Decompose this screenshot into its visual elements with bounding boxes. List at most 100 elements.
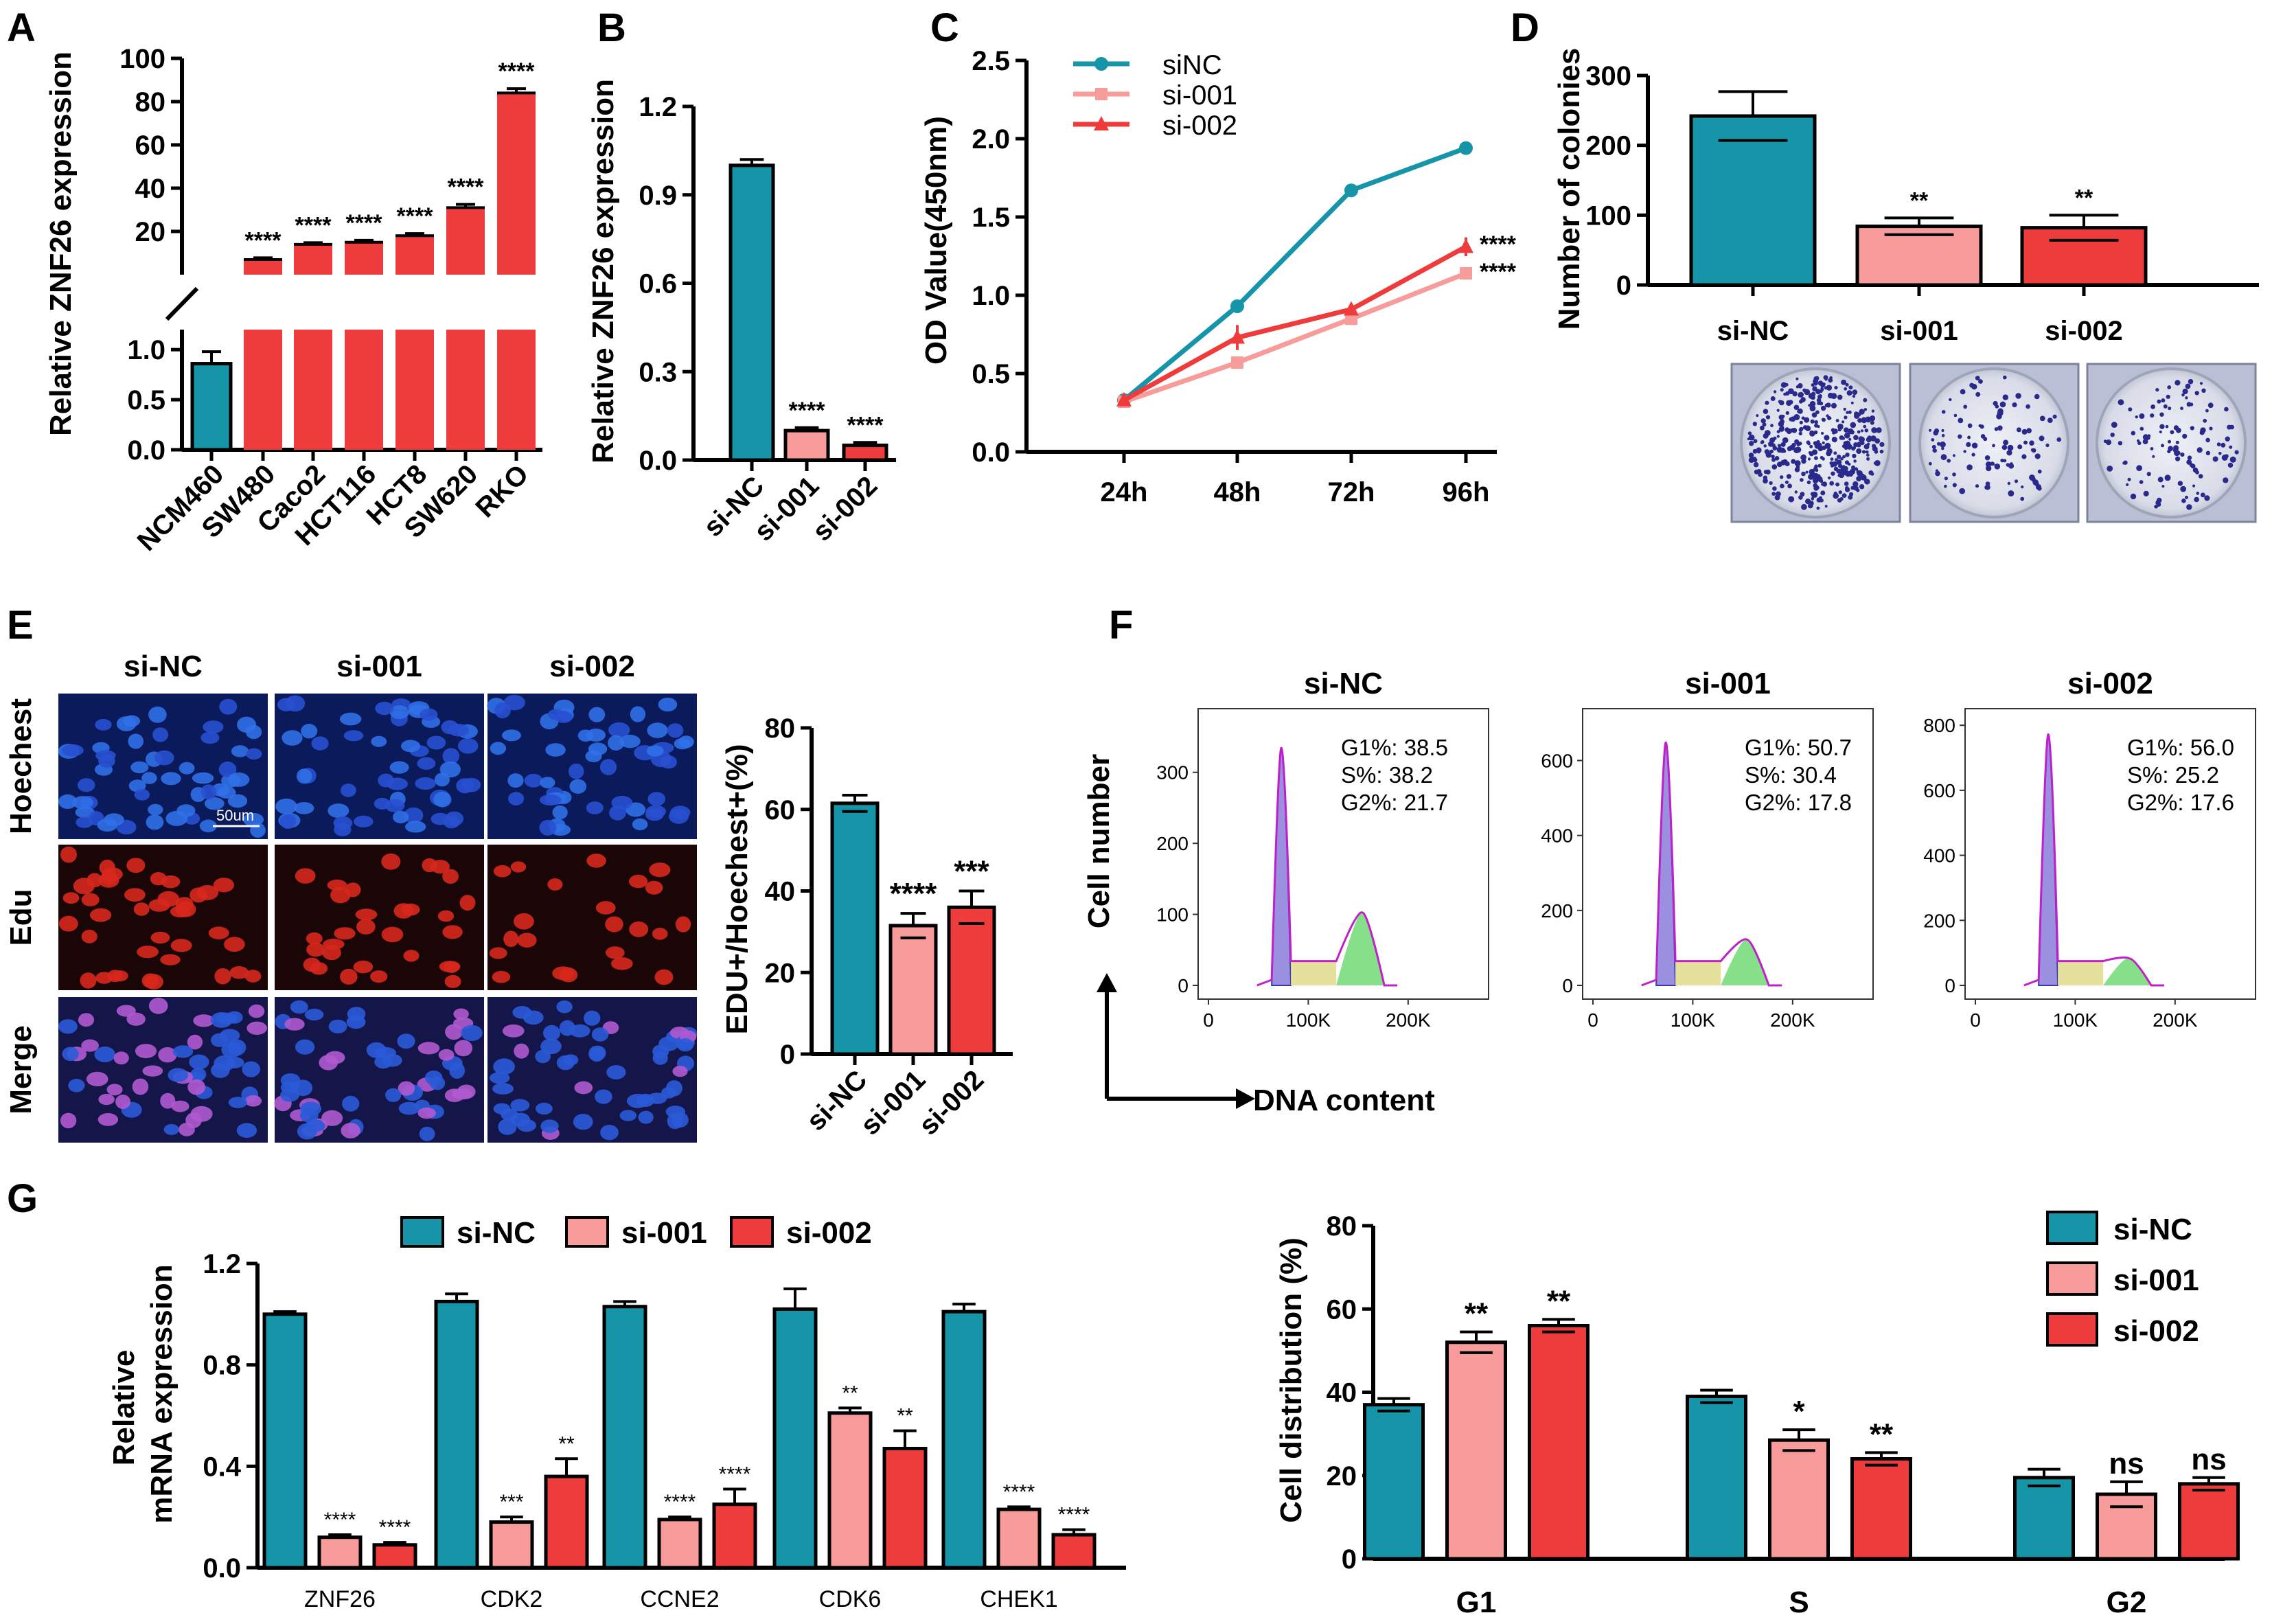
colony-dot <box>1807 457 1811 461</box>
colony-dot <box>2190 426 2194 431</box>
colony-dot <box>1807 442 1811 446</box>
nucleus <box>459 895 476 911</box>
nucleus <box>540 1119 559 1133</box>
colony-dot <box>1820 387 1824 390</box>
nucleus <box>605 946 625 959</box>
nucleus <box>236 1123 257 1138</box>
colony-dot <box>2130 493 2137 500</box>
nucleus <box>296 768 312 784</box>
nucleus <box>461 1025 483 1042</box>
colony-dot <box>2170 430 2175 435</box>
colony-dot <box>2020 496 2025 501</box>
colony-dot <box>1765 415 1771 420</box>
colony-dot <box>2045 443 2050 448</box>
colony-dot <box>1813 466 1818 471</box>
colony-dot <box>1794 439 1800 444</box>
colony-dot <box>1833 451 1837 455</box>
panel-g-right-ytick-label: 0 <box>1342 1544 1357 1575</box>
nucleus <box>199 819 217 833</box>
panel-d-colony-images <box>1730 363 2257 523</box>
colony-dot <box>1817 464 1822 468</box>
nucleus <box>397 1033 415 1049</box>
colony-dot <box>2161 485 2165 488</box>
colony-dot <box>2007 444 2014 451</box>
panel-g-bar-CCNE2-si-002 <box>712 1502 757 1570</box>
panel-g: 0.00.40.81.2**** ****ZNF26*****CDK2******… <box>203 1216 1126 1612</box>
colony-dot <box>1844 427 1849 433</box>
colony-dot <box>1848 410 1852 414</box>
colony-dot <box>1865 416 1872 423</box>
colony-dot <box>1857 430 1861 434</box>
colony-dot <box>1810 492 1815 496</box>
colony-dot <box>1782 437 1789 444</box>
colony-dot <box>1978 379 1983 384</box>
nucleus <box>172 1045 194 1058</box>
panel-g-xlabel-CDK6: CDK6 <box>819 1586 882 1612</box>
colony-dot <box>2142 439 2148 444</box>
colony-dot <box>2221 442 2226 448</box>
colony-dot <box>2012 402 2017 408</box>
colony-dot <box>2189 463 2194 468</box>
colony-dot <box>1808 451 1812 455</box>
colony-dot <box>1769 481 1773 485</box>
nucleus <box>295 1039 315 1055</box>
colony-dot <box>2150 447 2154 450</box>
panel-g-right-xlabel-S: S <box>1789 1586 1809 1619</box>
nucleus <box>137 946 159 959</box>
colony-dot <box>1787 483 1793 489</box>
nucleus <box>556 1055 575 1071</box>
panel-c-ytick-label: 1.0 <box>972 281 1010 311</box>
colony-dot <box>2017 444 2023 450</box>
panel-a-bar-lower-SW480 <box>244 330 282 450</box>
nucleus <box>457 738 479 754</box>
panel-a-bar-lower-Caco2 <box>294 330 332 450</box>
colony-dot <box>1797 408 1803 414</box>
colony-dot <box>2168 407 2172 411</box>
colony-dot <box>1967 423 1973 428</box>
nucleus <box>68 1079 85 1093</box>
panel-f-si-001-stat: G1%: 50.7 <box>1745 735 1852 760</box>
nucleus <box>672 1066 688 1077</box>
colony-dot <box>1812 386 1817 391</box>
panel-a-sig-Caco2: **** <box>295 212 332 238</box>
colony-dot <box>1820 456 1824 459</box>
colony-dot <box>2139 480 2144 484</box>
colony-dot <box>1967 435 1971 439</box>
colony-dot <box>1952 454 1955 457</box>
nucleus <box>81 1039 99 1052</box>
colony-dot <box>2026 428 2032 434</box>
colony-dot <box>1861 450 1866 454</box>
nucleus <box>539 794 562 806</box>
colony-dot <box>2196 447 2203 453</box>
nucleus <box>130 761 149 774</box>
colony-dot <box>1816 398 1822 403</box>
nucleus <box>340 968 358 985</box>
nucleus <box>285 695 306 712</box>
panel-c-line-siNC <box>1122 146 1467 402</box>
panel-a: 0.00.51.020406080100NCM460****SW480****C… <box>119 44 542 557</box>
colony-dot <box>2205 437 2210 443</box>
nucleus <box>577 729 594 742</box>
panel-a-ytick-label: 80 <box>135 87 166 117</box>
colony-dot <box>1845 485 1849 490</box>
colony-dot <box>2175 380 2181 386</box>
panel-a-bar-HCT116 <box>345 242 383 275</box>
colony-dot <box>1780 483 1785 489</box>
colony-dot <box>1788 496 1795 503</box>
panel-g-bar-CDK2-si-001 <box>489 1520 534 1570</box>
colony-dot <box>1866 450 1869 454</box>
panel-a-ytick-label: 1.0 <box>127 335 165 365</box>
panel-g-bar-CDK2-si-002 <box>544 1474 589 1570</box>
colony-dot <box>2037 486 2042 491</box>
colony-dot <box>2199 382 2203 385</box>
nucleus <box>200 784 217 800</box>
panel-f-si-001-stat: G2%: 17.8 <box>1745 790 1852 815</box>
colony-dot <box>1966 464 1973 470</box>
colony-dot <box>1837 473 1841 477</box>
colony-dot <box>1826 402 1831 408</box>
nucleus <box>398 1081 415 1096</box>
nucleus <box>200 731 220 744</box>
nucleus <box>574 1081 593 1095</box>
colony-dot <box>1788 388 1794 394</box>
panel-label-a: A <box>7 5 36 50</box>
